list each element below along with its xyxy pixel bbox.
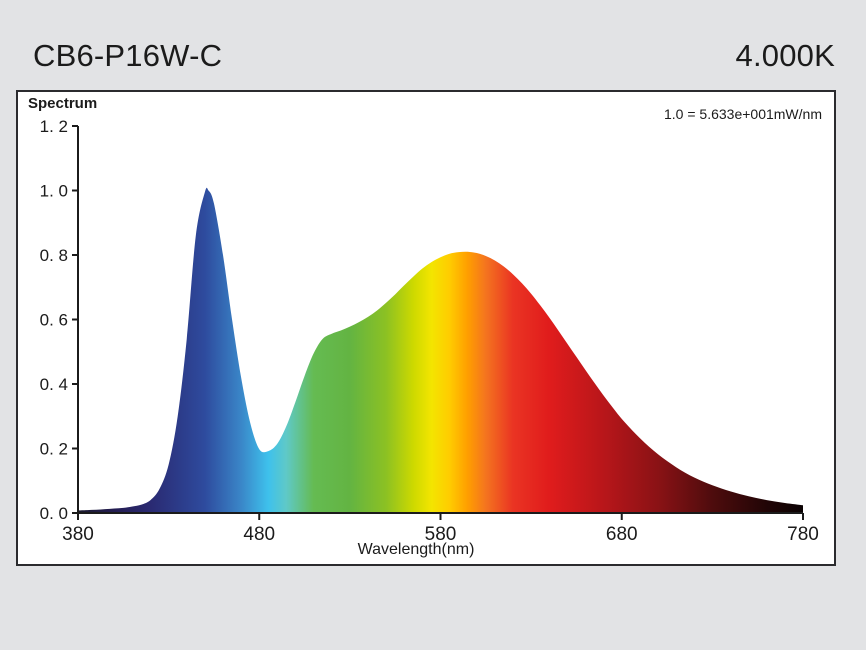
spectrum-area [78,187,803,514]
plot-axes [72,125,804,520]
x-tick-label: 680 [606,524,638,545]
x-axis-title: Wavelength(nm) [358,541,475,558]
scale-annotation: 1.0 = 5.633e+001mW/nm [664,106,822,122]
x-tick-label: 480 [243,524,275,545]
x-tick-label: 380 [62,524,94,545]
y-tick-label: 0. 8 [40,246,68,265]
y-tick-label: 1. 0 [40,182,68,201]
y-tick-label: 0. 0 [40,504,68,523]
color-temperature-value: 4.000K [735,38,835,73]
chart-caption: Spectrum [28,95,98,112]
y-axis-tick-labels: 0. 0 0. 2 0. 4 0. 6 0. 8 1. 0 1. 2 [40,117,68,523]
y-tick-label: 1. 2 [40,117,68,136]
y-tick-label: 0. 4 [40,375,68,394]
y-tick-label: 0. 6 [40,311,68,330]
model-title: CB6-P16W-C [33,38,223,73]
x-tick-label: 780 [787,524,819,545]
x-tick-label: 580 [425,524,457,545]
x-axis-tick-labels: 380 480 580 680 780 [62,524,819,545]
x-tick-marks [77,513,804,520]
y-tick-label: 0. 2 [40,440,68,459]
spectrum-plot: 0. 0 0. 2 0. 4 0. 6 0. 8 1. 0 1. 2 380 480 580 68… [40,117,819,558]
report-header: CB6-P16W-C 4.000K [0,38,866,86]
